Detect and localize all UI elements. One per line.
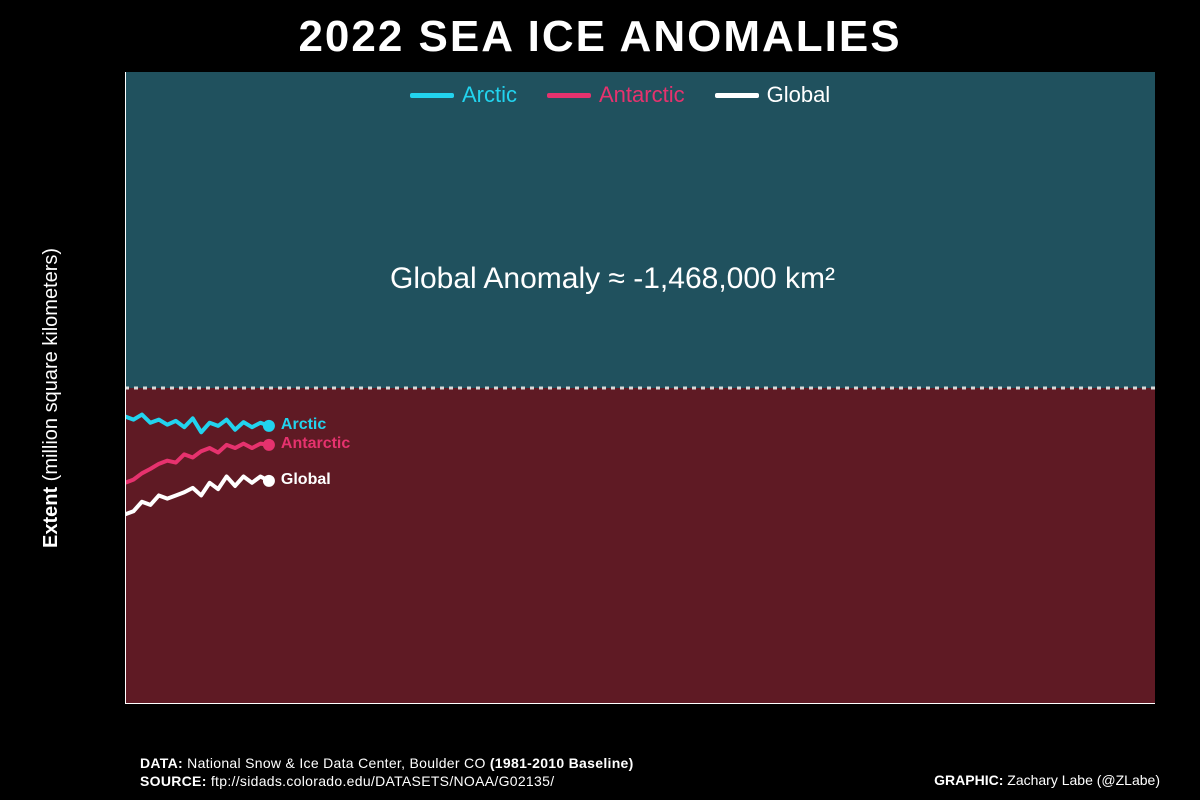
legend-label: Global <box>767 82 831 108</box>
series-end-marker <box>263 420 275 432</box>
footer-data-text: National Snow & Ice Data Center, Boulder… <box>183 755 490 771</box>
series-label-antarctic: Antarctic <box>281 435 350 453</box>
global-anomaly-annotation: Global Anomaly ≈ -1,468,000 km² <box>390 262 835 296</box>
y-axis-label-bold: Extent <box>40 487 62 548</box>
plot-bg-lower <box>125 388 1155 704</box>
legend-item: Antarctic <box>547 82 685 108</box>
legend-label: Antarctic <box>599 82 685 108</box>
legend-item: Arctic <box>410 82 517 108</box>
y-axis-label: Extent (million square kilometers) <box>40 248 63 548</box>
plot-svg: -5-4-3-2-10.012345JanFebMarAprMayJunJulA… <box>125 72 1155 704</box>
footer-source-text: ftp://sidads.colorado.edu/DATASETS/NOAA/… <box>207 773 555 789</box>
plot-bg-upper <box>125 72 1155 388</box>
legend-swatch <box>715 93 759 98</box>
legend: Arctic Antarctic Global <box>410 82 830 108</box>
graphic-credit-text: Zachary Labe (@ZLabe) <box>1003 772 1160 788</box>
y-axis-label-rest: (million square kilometers) <box>40 248 62 487</box>
legend-swatch <box>410 93 454 98</box>
legend-swatch <box>547 93 591 98</box>
series-label-global: Global <box>281 471 331 489</box>
footer-source-label: SOURCE: <box>140 773 207 789</box>
footer-line-data: DATA: National Snow & Ice Data Center, B… <box>140 755 1160 773</box>
legend-label: Arctic <box>462 82 517 108</box>
chart-page: 2022 SEA ICE ANOMALIES Extent (million s… <box>0 0 1200 800</box>
graphic-credit: GRAPHIC: Zachary Labe (@ZLabe) <box>934 772 1160 788</box>
chart-title: 2022 SEA ICE ANOMALIES <box>0 12 1200 62</box>
footer-data-label: DATA: <box>140 755 183 771</box>
series-end-marker <box>263 475 275 487</box>
graphic-credit-label: GRAPHIC: <box>934 772 1003 788</box>
series-end-marker <box>263 439 275 451</box>
series-label-arctic: Arctic <box>281 416 326 434</box>
footer-data-baseline: (1981-2010 Baseline) <box>490 755 634 771</box>
legend-item: Global <box>715 82 831 108</box>
